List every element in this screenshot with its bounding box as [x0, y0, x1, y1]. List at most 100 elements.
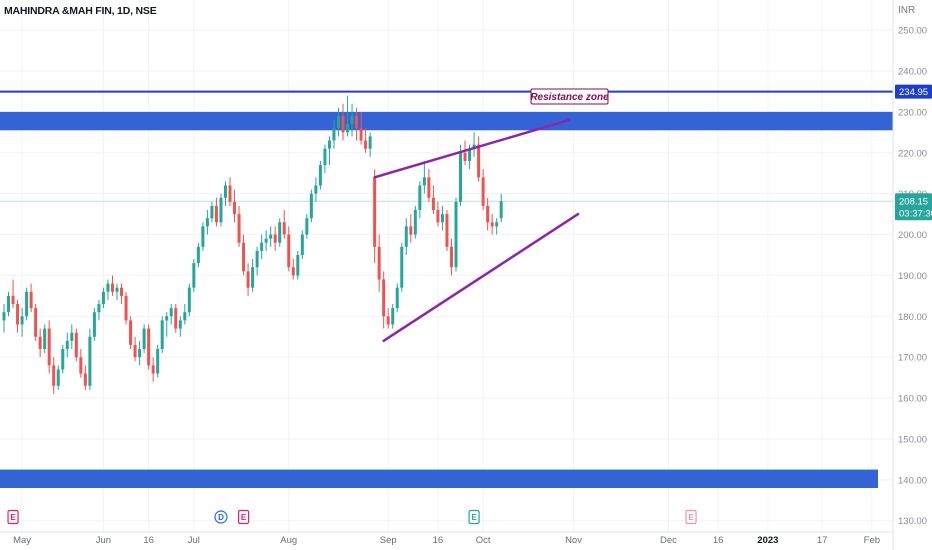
- resistance-zone-rect[interactable]: [0, 111, 893, 131]
- candle: [151, 357, 155, 382]
- candle-body: [291, 267, 295, 276]
- trendlines[interactable]: Resistance zone: [373, 88, 609, 343]
- candle-body: [373, 177, 377, 247]
- candle-body: [25, 291, 29, 317]
- candle: [445, 210, 449, 251]
- time-tick-label: 16: [143, 535, 154, 546]
- lower-trendline[interactable]: [382, 212, 580, 343]
- candle-body: [61, 349, 65, 370]
- candle: [323, 144, 327, 174]
- candle-body: [400, 246, 404, 288]
- time-axis[interactable]: May Jun 16 Jul Aug Sep 16 Oct Nov Dec 16 2023 17 Feb: [0, 531, 893, 546]
- price-tick-label: 190.00: [898, 271, 927, 282]
- candle-body: [106, 283, 110, 292]
- candle: [459, 144, 463, 206]
- candle: [115, 283, 119, 300]
- candle-body: [110, 283, 114, 292]
- candle: [106, 279, 110, 300]
- time-tick-label: Jul: [188, 535, 200, 546]
- candle-body: [427, 177, 431, 198]
- countdown-timer: 03:37:30: [899, 209, 932, 220]
- candle-body: [273, 234, 277, 243]
- upper-trendline[interactable]: [373, 118, 571, 179]
- candle-body: [237, 214, 241, 243]
- candle: [327, 136, 331, 166]
- price-tick-label: 170.00: [898, 353, 927, 364]
- candle: [97, 299, 101, 321]
- candle-body: [459, 152, 463, 202]
- price-tick-label: 240.00: [898, 67, 927, 78]
- candle: [278, 218, 282, 247]
- candle-body: [120, 287, 124, 296]
- candle: [88, 328, 92, 390]
- candle: [2, 304, 6, 333]
- candle-body: [7, 295, 11, 313]
- event-label: E: [241, 513, 247, 522]
- candle-body: [29, 291, 33, 309]
- annotation-box: [530, 88, 609, 105]
- price-tick-label: 180.00: [898, 312, 927, 323]
- candle-body: [490, 222, 494, 227]
- candle-body: [2, 312, 6, 321]
- candle: [364, 128, 368, 153]
- candle: [490, 214, 494, 235]
- candle-body: [440, 214, 444, 223]
- candle-body: [422, 177, 426, 186]
- candle: [43, 324, 47, 354]
- candle: [359, 111, 363, 145]
- candle-body: [264, 238, 268, 243]
- horizontal-lines[interactable]: [0, 90, 893, 202]
- time-tick-label: Sep: [380, 535, 397, 546]
- earnings-marker[interactable]: E: [468, 509, 480, 525]
- candle: [422, 160, 426, 194]
- candle: [431, 185, 435, 215]
- candle: [291, 259, 295, 280]
- candle-body: [445, 214, 449, 247]
- earnings-marker[interactable]: E: [685, 509, 697, 525]
- earnings-marker[interactable]: E: [7, 509, 19, 525]
- dividend-marker[interactable]: D: [214, 510, 228, 524]
- candle: [156, 344, 160, 378]
- candle-body: [228, 185, 232, 202]
- price-axis[interactable]: 130.00 140.00 150.00 160.00 170.00 180.00 190.…: [892, 0, 932, 550]
- price-tick-label: 220.00: [898, 148, 927, 159]
- candle-body: [233, 201, 237, 215]
- candle-body: [332, 128, 336, 141]
- candle: [214, 197, 218, 227]
- candle-body: [43, 328, 47, 350]
- candle-body: [346, 124, 350, 133]
- candle: [449, 238, 453, 276]
- candle: [124, 291, 128, 325]
- candle-body: [246, 271, 250, 288]
- candle: [440, 205, 444, 231]
- candle-body: [305, 218, 309, 235]
- candle-body: [16, 304, 20, 325]
- candle: [29, 283, 33, 313]
- candle-body: [115, 287, 119, 292]
- candle-body: [147, 328, 151, 366]
- zone-rectangles[interactable]: [0, 111, 893, 488]
- price-tick-label: 150.00: [898, 434, 927, 445]
- candle-body: [178, 320, 182, 329]
- candle: [309, 189, 313, 223]
- resistance-zone-annotation[interactable]: Resistance zone: [530, 88, 609, 105]
- candle-body: [210, 205, 214, 219]
- symbol-title: MAHINDRA &MAH FIN, 1D, NSE: [4, 5, 157, 17]
- candle: [147, 324, 151, 370]
- support-zone-rect[interactable]: [0, 469, 878, 488]
- resistance-price-tag[interactable]: 234.95: [895, 84, 932, 99]
- candle: [192, 259, 196, 292]
- candle-body: [391, 308, 395, 325]
- earnings-marker[interactable]: E: [237, 509, 250, 525]
- last-price-tag-bg: [895, 193, 932, 221]
- candle: [20, 308, 24, 337]
- candle: [454, 197, 458, 272]
- candle-body: [395, 287, 399, 309]
- candle: [355, 107, 359, 141]
- candle-body: [436, 210, 440, 223]
- candle-body: [11, 295, 15, 305]
- candle-body: [56, 369, 60, 386]
